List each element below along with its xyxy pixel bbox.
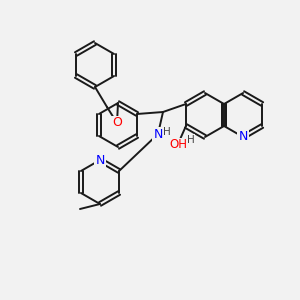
Text: OH: OH (169, 139, 187, 152)
Text: N: N (153, 128, 163, 140)
Text: H: H (187, 135, 195, 145)
Text: H: H (163, 127, 171, 137)
Text: N: N (95, 154, 105, 166)
Text: N: N (238, 130, 248, 143)
Text: O: O (112, 116, 122, 130)
